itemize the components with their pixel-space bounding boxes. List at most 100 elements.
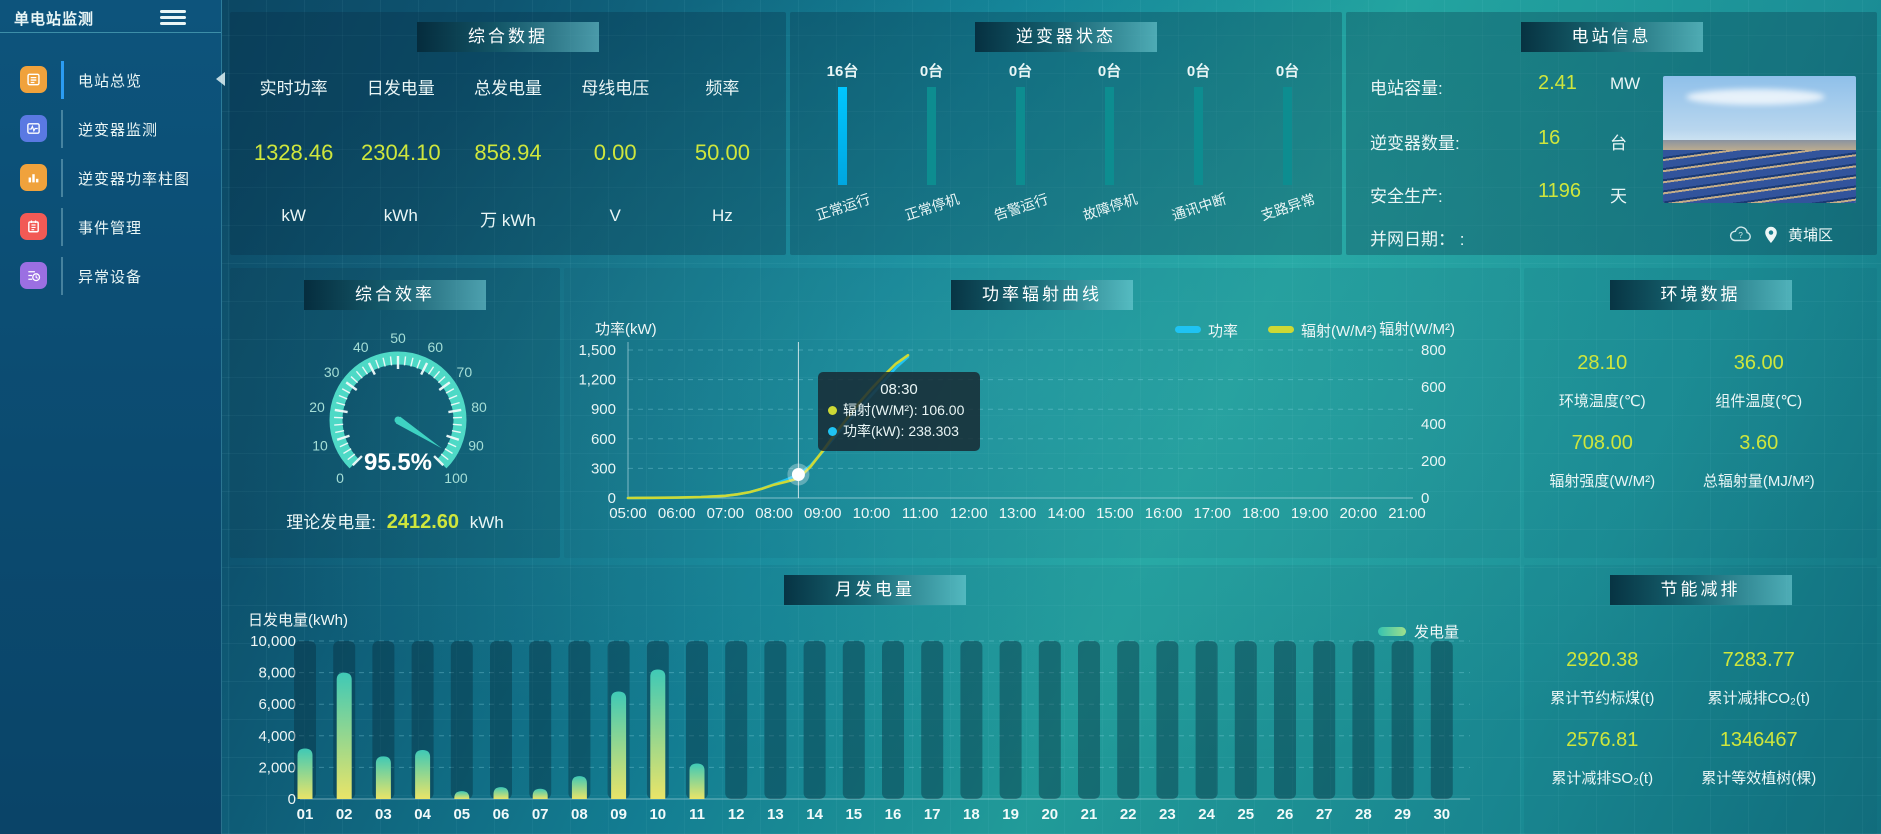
svg-text:16:00: 16:00 <box>1145 505 1183 522</box>
metric-label: 实时功率 <box>259 79 328 98</box>
svg-text:02: 02 <box>336 806 353 823</box>
svg-text:0: 0 <box>608 490 616 507</box>
svg-text:11: 11 <box>689 806 705 823</box>
overview-icon <box>20 66 47 93</box>
status-count: 16台 <box>826 63 859 80</box>
status-normal-running: 16台 正常运行 <box>798 60 887 223</box>
svg-text:27: 27 <box>1316 806 1333 823</box>
svg-text:17:00: 17:00 <box>1193 505 1231 522</box>
sidebar-item-label: 事件管理 <box>78 220 143 237</box>
station-capacity-row: 电站容量: 2.41 MW <box>1370 72 1640 99</box>
tooltip-power-row: 功率(kW): 238.303 <box>828 421 970 442</box>
sidebar-item-station-overview[interactable]: 电站总览 <box>0 55 221 104</box>
svg-text:24: 24 <box>1198 806 1215 823</box>
svg-text:900: 900 <box>591 401 616 418</box>
svg-text:4,000: 4,000 <box>258 728 296 745</box>
status-label: 支路异常 <box>1258 190 1317 224</box>
inverter-status-row: 16台 正常运行 0台 正常停机 0台 告警运行 0台 故障停机 0台 <box>798 60 1332 223</box>
svg-text:50: 50 <box>390 330 406 346</box>
sidebar-item-inverter-monitor[interactable]: 逆变器监测 <box>0 104 221 153</box>
svg-text:09:00: 09:00 <box>804 505 842 522</box>
svg-text:8,000: 8,000 <box>258 665 296 682</box>
svg-text:18: 18 <box>963 806 980 823</box>
rail <box>61 208 63 246</box>
metric-value: 708.00 <box>1571 432 1633 454</box>
svg-text:辐射(W/M²): 辐射(W/M²) <box>1301 323 1377 340</box>
status-count: 0台 <box>919 63 944 80</box>
row-value: 2412.60 <box>386 511 460 533</box>
sidebar-item-inverter-power-bars[interactable]: 逆变器功率柱图 <box>0 153 221 202</box>
location-pin-icon[interactable] <box>1764 226 1778 244</box>
svg-text:15: 15 <box>845 806 862 823</box>
svg-text:06:00: 06:00 <box>658 505 696 522</box>
svg-text:13:00: 13:00 <box>999 505 1037 522</box>
sidebar-item-event-management[interactable]: 事件管理 <box>0 202 221 251</box>
legend-radiation-swatch <box>1268 326 1294 333</box>
metric-value: 7283.77 <box>1722 649 1795 671</box>
svg-text:1,200: 1,200 <box>578 372 616 389</box>
svg-text:6,000: 6,000 <box>258 696 296 713</box>
summary-values: 1328.46 2304.10 858.94 0.00 50.00 <box>240 140 776 166</box>
power-radiation-chart[interactable]: 0 300 600 900 1,200 1,500 0 200 400 600 800 05:00 06… <box>564 268 1520 558</box>
tooltip-label: 辐射(W/M²): <box>843 402 918 418</box>
svg-text:12:00: 12:00 <box>950 505 988 522</box>
svg-text:03: 03 <box>375 806 392 823</box>
collapse-panel-arrow[interactable] <box>216 72 225 86</box>
svg-text:05:00: 05:00 <box>609 505 647 522</box>
row-value: 16 <box>1538 127 1561 149</box>
panel-summary-data: 综合数据 实时功率 日发电量 总发电量 母线电压 频率 1328.46 2304… <box>230 12 786 255</box>
status-fault-stop: 0台 故障停机 <box>1065 60 1154 223</box>
panel-power-radiation-curve: 功率辐射曲线 0 300 600 900 1,200 1,500 0 200 400 600 800… <box>564 268 1520 558</box>
svg-text:辐射(W/M²): 辐射(W/M²) <box>1379 321 1455 338</box>
metric-value: 3.60 <box>1739 432 1779 454</box>
row-unit: MW <box>1610 74 1641 93</box>
status-bar <box>838 87 847 185</box>
metric-label: 日发电量 <box>366 79 435 98</box>
panel-station-info: 电站信息 电站容量: 2.41 MW 逆变器数量: 16 台 安全生产: 119… <box>1346 12 1877 255</box>
svg-text:功率: 功率 <box>1208 323 1238 340</box>
status-bar <box>1283 87 1292 185</box>
metric-unit: Hz <box>712 206 733 225</box>
theoretical-energy-row: 理论发电量: 2412.60 kWh <box>230 508 560 534</box>
location-row: ? 黄埔区 <box>1728 224 1833 245</box>
monthly-energy-chart[interactable]: 0 2,000 4,000 6,000 8,000 10,000 日发电量(kWh) 发电量 0… <box>230 565 1520 834</box>
abnormal-device-icon <box>20 262 47 289</box>
status-label: 故障停机 <box>1080 190 1139 224</box>
status-count: 0台 <box>1186 63 1211 80</box>
svg-text:功率(kW): 功率(kW) <box>595 321 657 338</box>
svg-text:30: 30 <box>1433 806 1450 823</box>
row-label: 逆变器数量: <box>1370 134 1460 153</box>
panel-title: 电站信息 <box>1520 22 1703 52</box>
metric-label: 累计减排SO₂(t) <box>1551 770 1654 787</box>
sidebar: 单电站监测 电站总览 逆变器监测 逆变器功率柱图 <box>0 0 222 834</box>
event-management-icon <box>20 213 47 240</box>
metric-value: 2920.38 <box>1566 649 1639 671</box>
metric-value: 28.10 <box>1577 352 1628 374</box>
inverter-monitor-icon <box>20 115 47 142</box>
environment-grid: 28.10 36.00 环境温度(℃) 组件温度(℃) 708.00 3.60 … <box>1524 344 1837 504</box>
legend-energy-swatch <box>1378 627 1406 636</box>
app-title: 单电站监测 <box>14 11 95 28</box>
svg-text:28: 28 <box>1355 806 1372 823</box>
sidebar-item-abnormal-devices[interactable]: 异常设备 <box>0 251 221 300</box>
metric-unit: 万 kWh <box>480 211 536 230</box>
metric-label: 总辐射量(MJ/M²) <box>1702 473 1815 490</box>
metric-value: 36.00 <box>1733 352 1784 374</box>
svg-text:10,000: 10,000 <box>250 633 296 650</box>
legend-power-swatch <box>1175 326 1201 333</box>
svg-text:20: 20 <box>1041 806 1058 823</box>
menu-toggle-icon[interactable] <box>160 7 186 28</box>
metric-label: 频率 <box>705 79 740 98</box>
sidebar-item-label: 逆变器监测 <box>78 122 159 139</box>
rail <box>61 257 63 295</box>
chart-tooltip: 08:30 辐射(W/M²): 106.00 功率(kW): 238.303 <box>818 372 980 451</box>
row-label: 并网日期： : <box>1370 230 1465 249</box>
weather-cloud-icon[interactable]: ? <box>1728 225 1754 244</box>
row-label: 理论发电量: <box>286 513 376 532</box>
status-label: 告警运行 <box>991 190 1050 224</box>
efficiency-gauge-chart[interactable]: 0 10 20 30 40 50 60 70 80 90 100 95.5% <box>230 268 560 558</box>
station-photo <box>1663 76 1856 203</box>
sidebar-item-label: 逆变器功率柱图 <box>78 171 191 188</box>
svg-text:发电量: 发电量 <box>1414 624 1459 641</box>
svg-text:14: 14 <box>806 806 823 823</box>
